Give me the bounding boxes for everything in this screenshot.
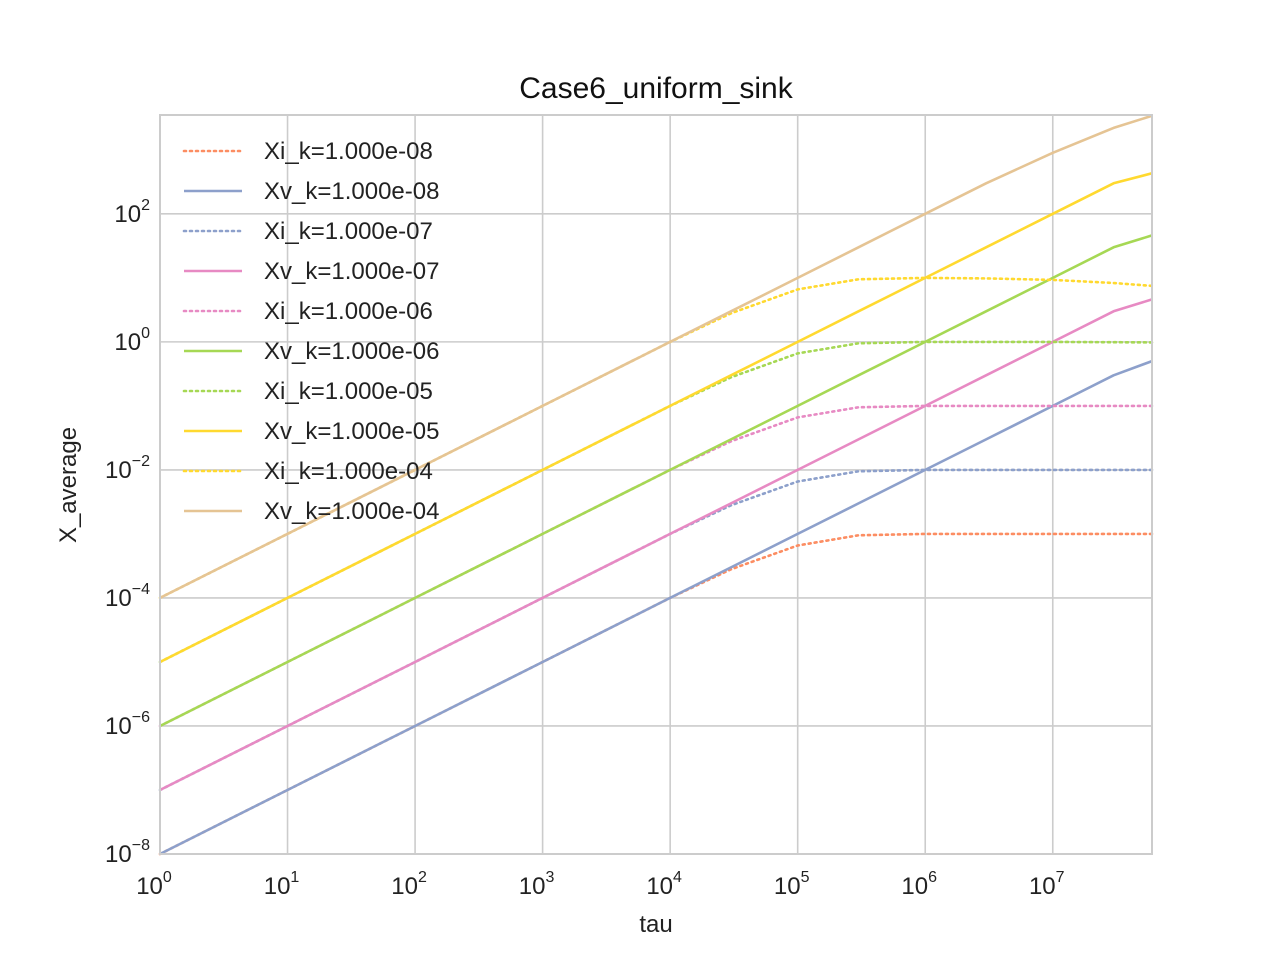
legend-label-9: Xv_k=1.000e-04 bbox=[264, 498, 439, 525]
series-line-5 bbox=[159, 234, 1153, 728]
y-tick-label: 102 bbox=[114, 197, 150, 228]
y-tick-label: 100 bbox=[114, 325, 150, 356]
x-tick-label: 100 bbox=[136, 869, 172, 900]
series-layer bbox=[158, 114, 1154, 856]
legend-label-1: Xv_k=1.000e-08 bbox=[264, 178, 439, 205]
x-tick-label: 107 bbox=[1029, 869, 1065, 900]
y-tick-labels: 10−8 10−6 10−4 10−2 100 102 bbox=[105, 197, 150, 868]
legend-label-7: Xv_k=1.000e-05 bbox=[264, 418, 439, 445]
x-tick-label: 104 bbox=[646, 869, 682, 900]
legend: Xi_k=1.000e-08 Xv_k=1.000e-08 Xi_k=1.000e-… bbox=[182, 138, 439, 525]
legend-label-5: Xv_k=1.000e-06 bbox=[264, 338, 439, 365]
x-tick-label: 102 bbox=[391, 869, 427, 900]
y-tick-label: 10−6 bbox=[105, 709, 150, 740]
x-tick-label: 106 bbox=[901, 869, 937, 900]
series-line-2 bbox=[158, 468, 1154, 792]
plot-frame bbox=[159, 114, 1153, 855]
legend-label-3: Xv_k=1.000e-07 bbox=[264, 258, 439, 285]
x-tick-label: 103 bbox=[519, 869, 555, 900]
x-tick-label: 105 bbox=[774, 869, 810, 900]
y-axis-label: X_average bbox=[55, 427, 82, 543]
y-tick-label: 10−8 bbox=[105, 837, 150, 868]
y-tick-label: 10−4 bbox=[105, 581, 150, 612]
x-axis-label: tau bbox=[639, 911, 672, 938]
series-line-7 bbox=[159, 172, 1153, 664]
x-tick-labels: 100 101 102 103 104 105 106 107 bbox=[136, 869, 1064, 900]
legend-label-2: Xi_k=1.000e-07 bbox=[264, 218, 433, 245]
y-tick-label: 10−2 bbox=[105, 453, 150, 484]
x-tick-label: 101 bbox=[264, 869, 300, 900]
series-line-6 bbox=[158, 340, 1154, 664]
legend-label-8: Xi_k=1.000e-04 bbox=[264, 458, 433, 485]
legend-label-0: Xi_k=1.000e-08 bbox=[264, 138, 433, 165]
legend-label-4: Xi_k=1.000e-06 bbox=[264, 298, 433, 325]
legend-label-6: Xi_k=1.000e-05 bbox=[264, 378, 433, 405]
series-line-9 bbox=[159, 114, 1153, 600]
series-line-0 bbox=[158, 532, 1154, 856]
series-line-4 bbox=[158, 404, 1154, 728]
chart-title: Case6_uniform_sink bbox=[519, 72, 793, 105]
series-line-8 bbox=[158, 276, 1154, 600]
